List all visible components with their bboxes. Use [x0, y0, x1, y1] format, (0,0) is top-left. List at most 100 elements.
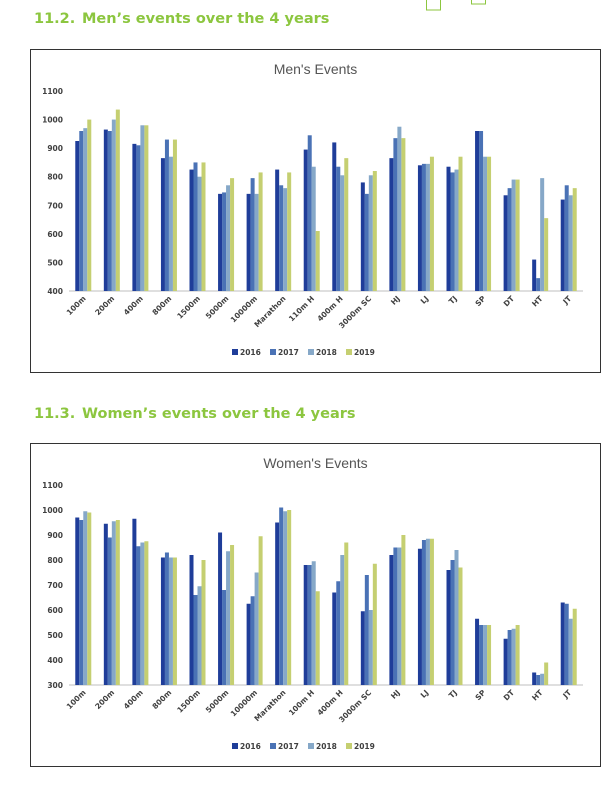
bar [197, 586, 202, 685]
bar [75, 141, 80, 291]
bar [307, 565, 312, 685]
bar [425, 163, 430, 291]
y-tick-label: 400 [47, 287, 63, 296]
x-tick-label: LJ [419, 688, 431, 700]
bar [144, 125, 149, 291]
x-tick-label: TJ [447, 688, 459, 700]
bar [446, 570, 451, 685]
bar [140, 125, 145, 291]
bar [450, 172, 455, 291]
bar [230, 178, 235, 291]
bar [421, 163, 426, 291]
bar [279, 185, 284, 291]
x-tick-label: HT [530, 293, 545, 308]
bar [218, 532, 223, 685]
bar [250, 178, 255, 291]
section-title: Men’s events over the 4 years [82, 11, 330, 27]
x-tick-label: JT [560, 293, 573, 306]
bar [226, 185, 231, 291]
bar [425, 538, 430, 685]
bar [483, 625, 488, 685]
page-corner-marks [426, 0, 486, 11]
legend-swatch [346, 743, 352, 749]
bar [544, 662, 549, 685]
bar [397, 126, 402, 292]
bar [258, 172, 263, 291]
bar [315, 591, 320, 685]
x-tick-label: 1500m [175, 294, 202, 321]
bar [568, 195, 573, 291]
bar [340, 555, 345, 685]
section-title: Women’s events over the 4 years [82, 406, 356, 422]
section-heading-men: 11.2. Men’s events over the 4 years [34, 11, 329, 27]
bar [303, 565, 308, 685]
bar [401, 138, 406, 291]
bar [115, 109, 120, 291]
bar [487, 156, 492, 291]
bar [250, 596, 255, 685]
bar [172, 557, 177, 685]
chart-svg: Men's Events 400 500 600 700 800 900 1000 1100 10… [42, 61, 583, 357]
bar [311, 561, 316, 685]
legend-label: 2016 [240, 742, 261, 751]
x-tick-label: LJ [419, 294, 431, 306]
bar [417, 165, 422, 291]
bar [332, 592, 337, 685]
bar [275, 522, 280, 685]
bar [536, 278, 541, 291]
bar [107, 537, 112, 685]
x-tick-label: 1500m [175, 688, 202, 715]
bar [368, 610, 373, 685]
x-tick-label: 400m [122, 294, 145, 317]
bar [222, 192, 227, 291]
legend-swatch [232, 349, 238, 355]
bar [218, 193, 223, 291]
bar [246, 193, 251, 291]
bar [75, 517, 80, 685]
bar [515, 625, 520, 685]
bar [511, 628, 516, 685]
bar [421, 540, 426, 685]
bar [283, 511, 288, 685]
legend-swatch [232, 743, 238, 749]
y-tick-label: 600 [47, 606, 63, 615]
bar [230, 545, 235, 685]
x-tick-label: 100m [65, 294, 88, 317]
x-tick-label: HJ [389, 688, 402, 701]
y-tick-label: 1100 [42, 481, 63, 490]
y-tick-label: 300 [47, 681, 63, 690]
bar [140, 542, 145, 685]
bar [458, 567, 463, 685]
bar [389, 158, 394, 291]
x-tick-label: JT [560, 687, 573, 700]
chart-title: Women's Events [263, 455, 367, 471]
bar [164, 552, 169, 685]
bar [372, 171, 377, 291]
x-tick-label: 200m [93, 294, 116, 317]
bar [83, 511, 88, 685]
bar [279, 507, 284, 685]
x-tick-label: 5000m [204, 688, 231, 715]
x-tick-label: DT [502, 687, 517, 702]
x-tick-label: 400m [122, 688, 145, 711]
legend-swatch [346, 349, 352, 355]
bar [429, 156, 434, 291]
bar [511, 179, 516, 291]
section-heading-women: 11.3. Women’s events over the 4 years [34, 406, 356, 422]
bar [201, 560, 206, 685]
bar [454, 169, 459, 291]
bar [303, 149, 308, 291]
bar [503, 638, 508, 685]
bar [332, 142, 337, 291]
bar [79, 131, 84, 291]
legend-label: 2019 [354, 742, 375, 751]
bar [275, 169, 280, 291]
bar [360, 182, 365, 291]
bar [160, 158, 165, 291]
legend-swatch [308, 743, 314, 749]
x-tick-label: TJ [447, 294, 459, 306]
bar [487, 625, 492, 685]
bar [479, 131, 484, 291]
bar [479, 625, 484, 685]
bar [532, 672, 537, 685]
